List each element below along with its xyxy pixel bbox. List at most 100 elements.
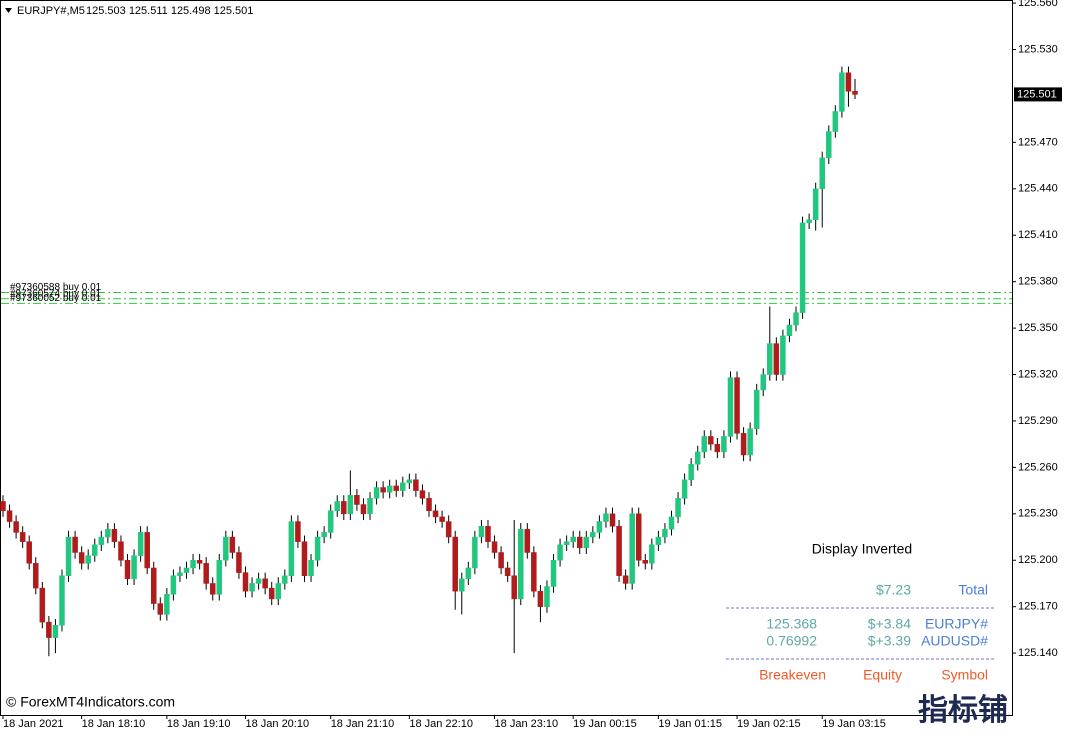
candle-body	[46, 621, 52, 638]
candle-body	[393, 485, 399, 491]
candle-body	[295, 521, 301, 542]
candle-body	[622, 575, 629, 584]
candle-body	[839, 72, 845, 112]
candle-body	[459, 578, 465, 592]
candle-body	[688, 464, 694, 481]
candle-body	[819, 157, 825, 190]
candle-body	[531, 552, 537, 592]
candle-body	[262, 578, 268, 589]
x-tick-label: 18 Jan 18:10	[82, 718, 146, 730]
candle-body	[92, 544, 98, 556]
equity: $+3.39	[868, 633, 911, 649]
candle-body	[721, 436, 727, 453]
candle-body	[465, 567, 472, 580]
candle-body	[826, 131, 832, 159]
candle-body	[714, 443, 721, 453]
candle-body	[550, 559, 557, 587]
candle-body	[445, 521, 452, 538]
candle-body	[39, 587, 46, 623]
candle-body	[740, 433, 747, 456]
candle-body	[65, 536, 72, 576]
candle-body	[275, 583, 282, 600]
candle-body	[524, 529, 531, 553]
candle-body	[314, 536, 321, 561]
candle-body	[478, 525, 485, 538]
candle-body	[668, 516, 675, 530]
candle-body	[137, 532, 144, 556]
x-tick-label: 18 Jan 20:10	[245, 718, 309, 730]
candle-body	[812, 188, 819, 221]
candle-body	[773, 343, 780, 375]
x-tick-label: 18 Jan 19:10	[167, 718, 231, 730]
plot-frame	[0, 0, 1013, 716]
candle-body	[288, 521, 295, 576]
equity: $+3.84	[868, 616, 911, 632]
candle-body	[419, 490, 426, 499]
y-tick-label: 125.530	[1018, 43, 1058, 55]
candle-body	[216, 559, 223, 595]
candle-body	[52, 624, 59, 638]
candle-body	[570, 536, 576, 542]
candle-body	[406, 479, 413, 484]
candle-body	[321, 532, 327, 538]
candle-body	[150, 567, 157, 604]
candle-body	[196, 559, 203, 564]
candle-body	[563, 541, 570, 546]
candle-body	[472, 536, 478, 569]
y-tick-label: 125.290	[1018, 415, 1058, 427]
candle-body	[845, 72, 852, 92]
price-marker	[1014, 87, 1062, 102]
candle-body	[681, 479, 688, 499]
candle-body	[734, 377, 740, 434]
candle-body	[590, 532, 596, 538]
chart-title: EURJPY#,M5	[17, 5, 85, 17]
candle-body	[327, 510, 334, 533]
price-marker-label: 125.501	[1017, 88, 1057, 100]
candle-body	[491, 541, 498, 553]
y-tick-label: 125.380	[1018, 276, 1058, 288]
candle-body	[301, 541, 308, 576]
candle-body	[708, 436, 714, 445]
candle-body	[164, 594, 170, 615]
candle-body	[255, 578, 262, 584]
total-value: $7.23	[876, 582, 911, 598]
y-tick-label: 125.320	[1018, 368, 1058, 380]
candle-body	[157, 603, 164, 615]
candle-body	[400, 482, 406, 491]
candle-body	[583, 536, 590, 549]
candle-body	[308, 559, 314, 576]
candle-body	[603, 513, 609, 522]
candle-body	[386, 485, 393, 493]
y-tick-label: 125.560	[1018, 0, 1058, 9]
y-tick-label: 125.470	[1018, 136, 1058, 148]
candle-body	[229, 536, 236, 553]
candle-body	[701, 436, 708, 453]
x-tick-label: 18 Jan 2021	[3, 718, 64, 730]
candle-body	[105, 529, 111, 538]
candle-body	[662, 529, 668, 538]
candle-body	[26, 541, 32, 564]
candle-body	[347, 494, 354, 515]
x-tick-label: 19 Jan 01:15	[658, 718, 722, 730]
candle-body	[609, 513, 616, 527]
candle-body	[806, 219, 812, 224]
candle-body	[0, 501, 6, 511]
candle-body	[557, 544, 563, 561]
candle-body	[360, 504, 367, 515]
candle-body	[190, 559, 196, 569]
candle-body	[694, 451, 701, 465]
candle-body	[786, 324, 793, 337]
candle-body	[675, 498, 681, 518]
candle-body	[439, 516, 445, 522]
symbol: AUDUSD#	[921, 633, 988, 649]
candle-body	[282, 575, 288, 584]
candle-body	[780, 335, 786, 375]
candle-body	[413, 479, 419, 491]
candle-body	[649, 544, 655, 564]
order-label: #97360574 buy 0.01	[10, 288, 102, 299]
panel-title: Display Inverted	[812, 541, 912, 557]
candle-body	[799, 222, 806, 313]
candle-body	[793, 312, 799, 326]
